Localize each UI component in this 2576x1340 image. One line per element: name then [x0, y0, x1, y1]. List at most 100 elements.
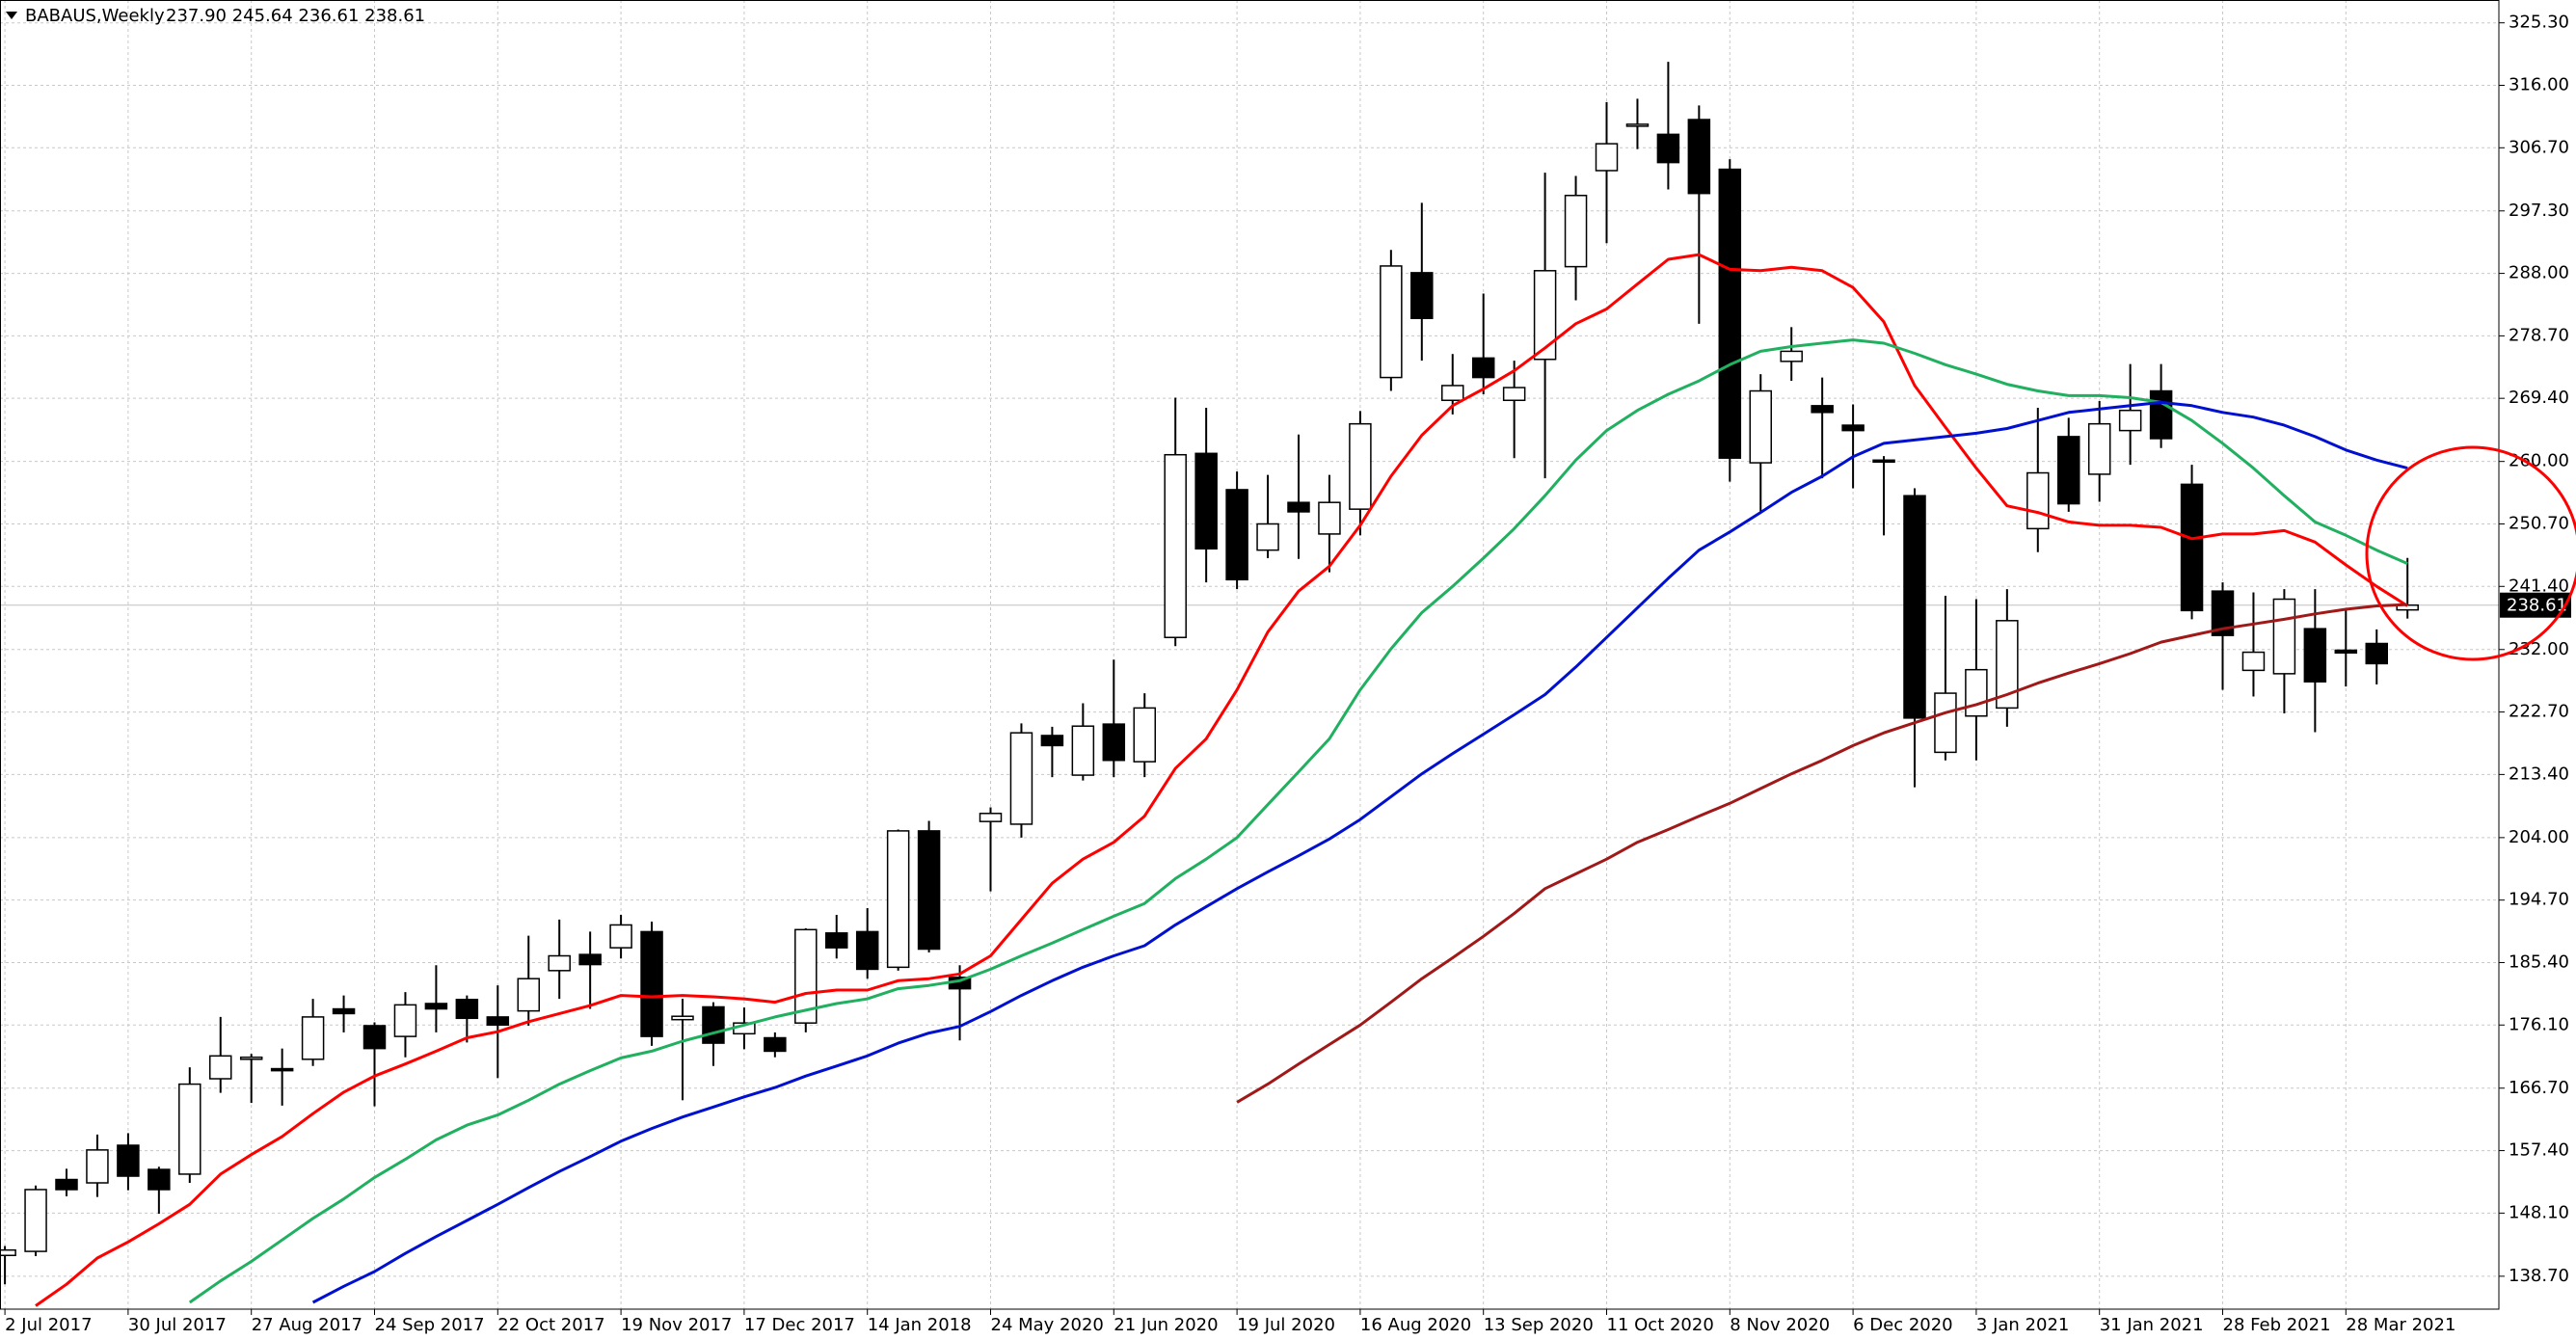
candle-body: [671, 1015, 694, 1021]
candle-body: [2026, 471, 2050, 530]
candle-body: [2365, 642, 2388, 665]
axes: 138.70 148.10 157.40 166.70 176.10 185.40 194.…: [4, 13, 2571, 1335]
candle-body: [301, 1016, 325, 1060]
candle-body: [209, 1055, 232, 1080]
x-tick-label: 19 Jul 2020: [1237, 1315, 1335, 1335]
candle-body: [1349, 422, 1372, 510]
candle-body: [148, 1168, 171, 1191]
candle-body: [1656, 133, 1680, 164]
y-tick-label: 213.40: [2509, 764, 2569, 784]
candle-body: [2272, 598, 2296, 675]
candle-body: [1071, 725, 1095, 776]
x-tick-label: 27 Aug 2017: [252, 1315, 362, 1335]
candle-body: [1595, 143, 1619, 172]
y-tick-label: 204.00: [2509, 827, 2569, 847]
candle-body: [979, 813, 1003, 822]
candle-body: [1687, 119, 1711, 195]
y-tick-label: 316.00: [2509, 74, 2569, 94]
x-tick-label: 6 Dec 2020: [1853, 1315, 1953, 1335]
candle-body: [2180, 483, 2204, 612]
ma-line: [311, 400, 2408, 1304]
x-tick-label: 16 Aug 2020: [1360, 1315, 1471, 1335]
x-tick-label: 17 Dec 2017: [744, 1315, 855, 1335]
candle-body: [1533, 270, 1557, 361]
candle-body: [886, 830, 910, 969]
x-tick-label: 3 Jan 2021: [1976, 1315, 2069, 1335]
candle-body: [702, 1005, 725, 1044]
grid: [0, 0, 2499, 1309]
menu-triangle[interactable]: [6, 12, 17, 19]
candle-body: [86, 1149, 109, 1184]
candle-body: [393, 1004, 417, 1037]
x-tick-label: 31 Jan 2021: [2100, 1315, 2204, 1335]
candle-body: [2303, 628, 2327, 683]
candle-body: [764, 1036, 787, 1053]
candle-body: [362, 1025, 387, 1050]
candle-body: [1009, 732, 1033, 825]
candle-body: [178, 1083, 201, 1175]
candle-body: [2118, 409, 2142, 432]
candle-body: [1318, 501, 1341, 535]
y-tick-label: 250.70: [2509, 513, 2569, 533]
x-tick-label: 28 Mar 2021: [2346, 1315, 2455, 1335]
candle-body: [855, 930, 879, 971]
y-tick-label: 148.10: [2509, 1202, 2569, 1222]
candle-body: [1903, 495, 1926, 719]
y-tick-label: 288.00: [2509, 263, 2569, 283]
candle-body: [1564, 195, 1588, 268]
candle-body: [548, 954, 571, 972]
y-tick-label: 278.70: [2509, 325, 2569, 345]
candle-body: [1040, 735, 1064, 747]
candle-body: [640, 930, 663, 1037]
candle-body: [1749, 389, 1772, 464]
candle-body: [2334, 649, 2358, 655]
candle-body: [455, 999, 479, 1020]
candle-body: [609, 924, 632, 949]
y-tick-label: 166.70: [2509, 1078, 2569, 1098]
x-tick-label: 14 Jan 2018: [868, 1315, 972, 1335]
candle-body: [517, 978, 540, 1012]
candle-body: [24, 1189, 47, 1252]
candle-body: [1133, 707, 1156, 763]
candle-body: [2057, 436, 2080, 505]
ma-line: [188, 338, 2408, 1304]
ma-line: [1236, 603, 2408, 1104]
y-tick-label: 176.10: [2509, 1014, 2569, 1034]
candle-body: [1256, 523, 1279, 551]
candle-body: [1380, 265, 1403, 379]
y-tick-label: 325.30: [2509, 13, 2569, 33]
candle-body: [1718, 168, 1742, 459]
ma-line: [35, 253, 2409, 1307]
x-tick-label: 19 Nov 2017: [621, 1315, 732, 1335]
y-tick-label: 297.30: [2509, 201, 2569, 221]
y-tick-label: 232.00: [2509, 639, 2569, 659]
candle-body: [332, 1007, 356, 1015]
highlight-circle: [2365, 445, 2576, 661]
candle-body: [1625, 123, 1650, 127]
x-tick-label: 24 Sep 2017: [375, 1315, 485, 1335]
plot-area: [0, 62, 2499, 1307]
candle-body: [1965, 668, 1988, 717]
candle-body: [0, 1248, 16, 1257]
candle-body: [2149, 389, 2173, 440]
y-tick-label: 194.70: [2509, 890, 2569, 910]
candle-body: [1934, 692, 1957, 754]
x-tick-label: 21 Jun 2020: [1114, 1315, 1218, 1335]
candle-body: [1841, 424, 1865, 432]
candle-body: [1996, 620, 2019, 710]
candle-body: [486, 1016, 510, 1027]
candle-body: [1164, 453, 1187, 638]
x-tick-label: 22 Oct 2017: [497, 1315, 604, 1335]
candle-body: [2211, 590, 2235, 636]
candle-body: [1811, 405, 1834, 414]
candle-body: [1287, 501, 1310, 513]
candle-body: [117, 1144, 140, 1177]
x-tick-label: 13 Sep 2020: [1484, 1315, 1594, 1335]
y-tick-label: 138.70: [2509, 1266, 2569, 1286]
candle-body: [1471, 357, 1495, 379]
candle-body: [1872, 459, 1895, 464]
candle-body: [2241, 651, 2266, 672]
candle-body: [1194, 452, 1218, 550]
x-tick-label: 30 Jul 2017: [128, 1315, 227, 1335]
